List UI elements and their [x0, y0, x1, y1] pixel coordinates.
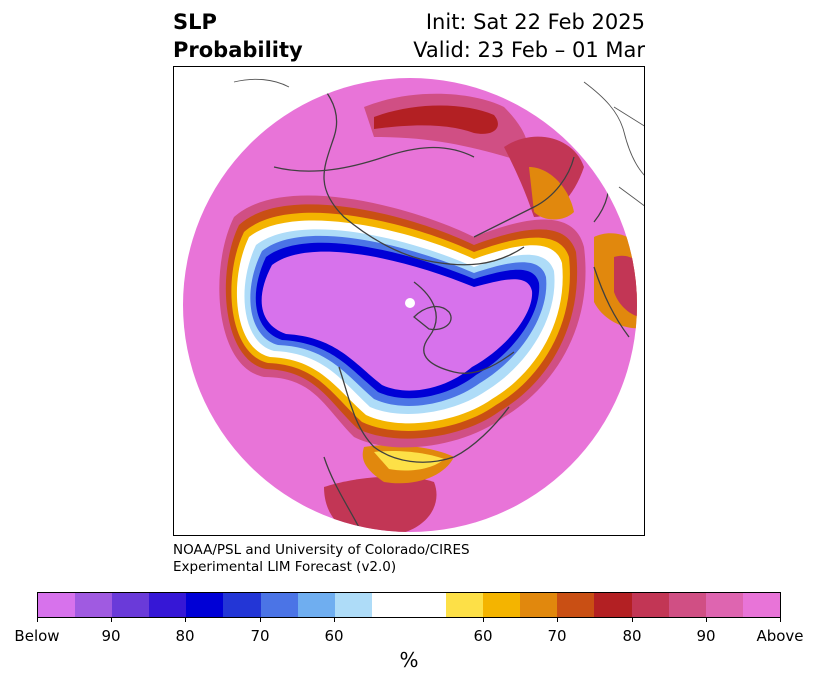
- credit-text: NOAA/PSL and University of Colorado/CIRE…: [173, 542, 470, 576]
- colorbar: [37, 592, 781, 618]
- colorbar-tickmark: [780, 618, 781, 622]
- map-panel: [173, 66, 645, 536]
- colorbar-tick-label: 90: [696, 627, 716, 645]
- colorbar-segment: [668, 593, 706, 617]
- colorbar-tickmark: [334, 618, 335, 622]
- colorbar-segment: [742, 593, 780, 617]
- colorbar-tick-label: 80: [175, 627, 195, 645]
- below-center: [261, 251, 533, 391]
- colorbar-tickmark: [557, 618, 558, 622]
- colorbar-segment: [408, 593, 447, 617]
- colorbar-segment: [594, 593, 632, 617]
- colorbar-tickmark: [185, 618, 186, 622]
- colorbar-tick-label: 70: [250, 627, 270, 645]
- init-date: Init: Sat 22 Feb 2025: [425, 10, 645, 34]
- above-europe-red: [374, 105, 498, 134]
- above-us-red: [324, 476, 437, 532]
- colorbar-tick-label: 60: [324, 627, 344, 645]
- colorbar-tickmark: [706, 618, 707, 622]
- credit-line-2: Experimental LIM Forecast (v2.0): [173, 559, 397, 575]
- colorbar-segment: [334, 593, 372, 617]
- colorbar-segment: [112, 593, 150, 617]
- colorbar-segment: [520, 593, 558, 617]
- pole-marker: [405, 298, 415, 308]
- title-left: SLP Probability: [173, 8, 303, 64]
- colorbar-tick-label: 90: [101, 627, 121, 645]
- colorbar-segment: [186, 593, 224, 617]
- credit-line-1: NOAA/PSL and University of Colorado/CIRE…: [173, 542, 470, 558]
- colorbar-segment: [557, 593, 595, 617]
- above-asia-orange: [529, 167, 574, 220]
- probability-map: [183, 78, 644, 532]
- colorbar-tick-label: Above: [756, 627, 804, 645]
- colorbar-segment: [149, 593, 187, 617]
- colorbar-segment: [446, 593, 484, 617]
- colorbar-tickmark: [483, 618, 484, 622]
- colorbar-segment: [371, 593, 409, 617]
- title-right: Init: Sat 22 Feb 2025 Valid: 23 Feb – 01…: [380, 8, 645, 64]
- title-variable: SLP: [173, 10, 217, 34]
- colorbar-segment: [631, 593, 669, 617]
- colorbar-segment: [483, 593, 521, 617]
- colorbar-segment: [223, 593, 261, 617]
- colorbar-unit: %: [399, 648, 419, 672]
- colorbar-segment: [705, 593, 743, 617]
- colorbar-tick-label: 60: [473, 627, 493, 645]
- above-pacific-red: [614, 255, 637, 318]
- title-type: Probability: [173, 38, 303, 62]
- colorbar-tickmark: [260, 618, 261, 622]
- colorbar-tickmark: [37, 618, 38, 622]
- colorbar-tickmark: [632, 618, 633, 622]
- valid-range: Valid: 23 Feb – 01 Mar: [413, 38, 645, 62]
- colorbar-segment: [260, 593, 298, 617]
- colorbar-tick-label: 70: [547, 627, 567, 645]
- colorbar-segment: [75, 593, 113, 617]
- outer-land-outlines: [233, 78, 644, 207]
- colorbar-tick-label: Below: [14, 627, 60, 645]
- colorbar-segment: [38, 593, 76, 617]
- colorbar-tick-label: 80: [622, 627, 642, 645]
- colorbar-segment: [297, 593, 335, 617]
- colorbar-tickmark: [111, 618, 112, 622]
